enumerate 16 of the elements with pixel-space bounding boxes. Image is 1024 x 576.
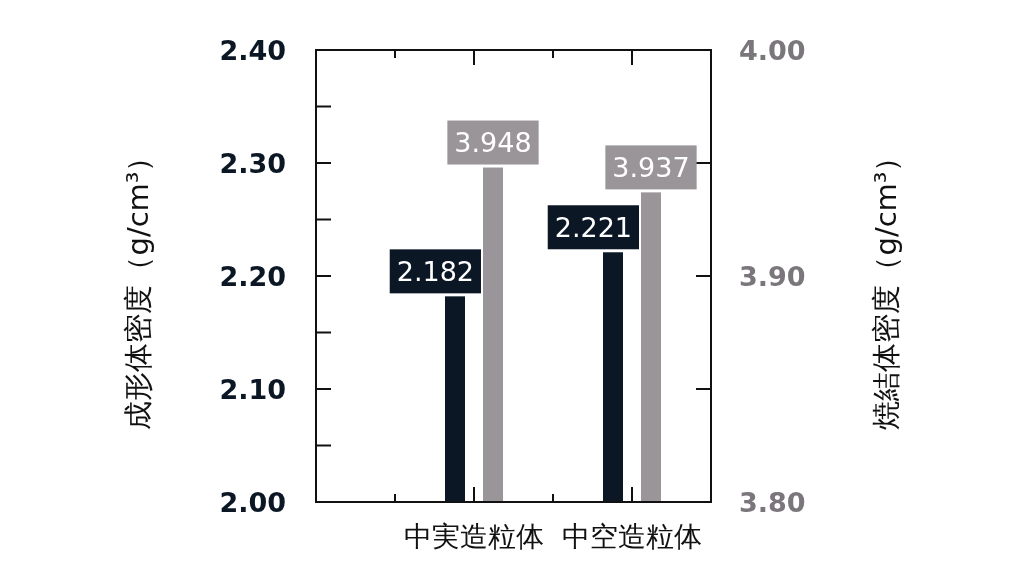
y2-tick-label: 3.90 [739, 260, 806, 292]
y-axis-title: 成形体密度（g/cm³） [121, 142, 155, 430]
x-tick-label: 中空造粒体 [562, 519, 702, 553]
y-tick-label: 2.20 [219, 260, 286, 292]
x-tick-label: 中実造粒体 [404, 519, 544, 553]
y2-tick-label: 3.80 [739, 486, 806, 518]
y-tick-label: 2.40 [219, 34, 286, 66]
y2-axis-title: 焼結体密度（g/cm³） [869, 142, 903, 430]
data-label: 3.948 [454, 127, 532, 159]
y-tick-label: 2.30 [219, 147, 286, 179]
y-tick-label: 2.10 [219, 373, 286, 405]
data-label: 2.182 [396, 255, 475, 287]
y-tick-label: 2.00 [219, 486, 286, 518]
data-label: 2.221 [554, 211, 633, 243]
data-label: 3.937 [612, 151, 690, 183]
y2-tick-label: 4.00 [739, 34, 806, 66]
